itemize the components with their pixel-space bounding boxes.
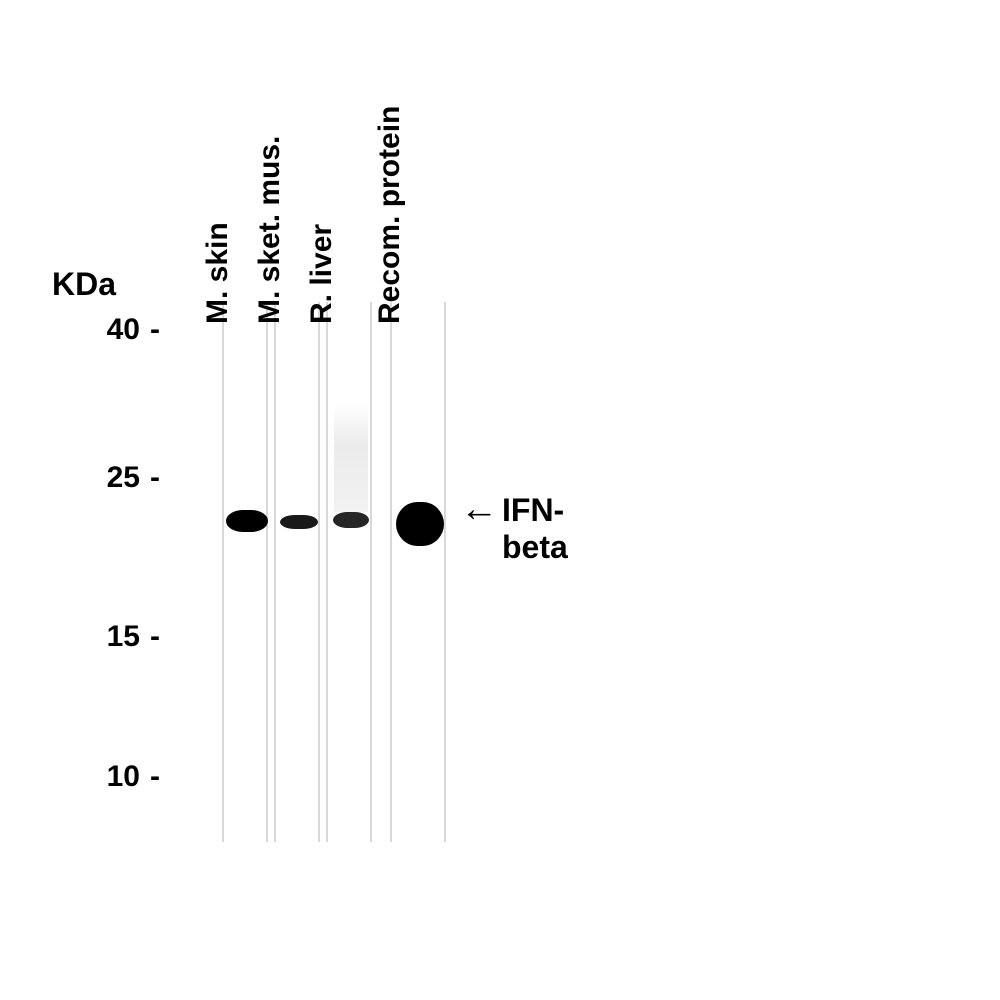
arrow-icon: ← [460,488,498,531]
ladder-dash: - [150,313,160,347]
ladder-tick-25: 25 [80,461,140,495]
ladder-tick-15: 15 [80,620,140,654]
lane-label-m-sket-mus: M. sket. mus. [253,136,287,324]
ladder-dash: - [150,760,160,794]
lane-m-sket-mus [274,302,320,842]
ladder-tick-40: 40 [80,313,140,347]
lane-label-r-liver: R. liver [305,224,339,324]
lane-label-m-skin: M. skin [201,222,235,324]
lane-r-liver [326,302,372,842]
ladder-dash: - [150,461,160,495]
smear-r-liver [334,402,368,512]
band-m-skin [226,510,268,532]
band-m-sket-mus [280,515,318,529]
band-recom-protein [396,502,444,546]
band-r-liver [333,512,369,528]
target-label: IFN-beta [502,492,568,566]
lane-recom-protein [390,302,446,842]
ladder-tick-10: 10 [80,760,140,794]
lane-m-skin [222,302,268,842]
lane-label-recom-protein: Recom. protein [373,106,407,324]
kda-header: KDa [52,266,116,303]
ladder-dash: - [150,620,160,654]
